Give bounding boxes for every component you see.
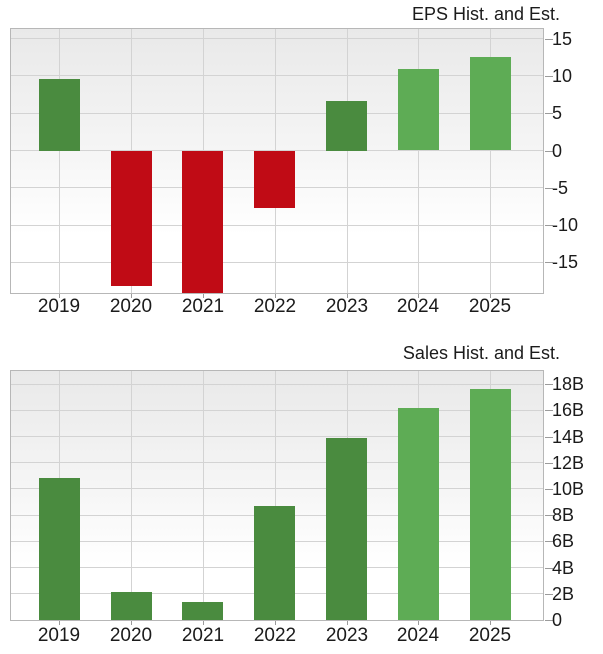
y-tick-mark — [545, 188, 553, 189]
x-axis-label: 2025 — [468, 625, 512, 646]
y-axis-label: 12B — [552, 453, 585, 473]
y-axis-label: 0 — [552, 610, 563, 630]
x-tick-mark — [490, 294, 491, 298]
grid-line-vertical — [418, 29, 419, 293]
x-axis-label: 2025 — [468, 296, 512, 317]
x-axis-label: 2021 — [181, 296, 225, 317]
grid-line-vertical — [490, 29, 491, 293]
bar-2020 — [111, 592, 152, 620]
grid-line-horizontal — [11, 462, 543, 463]
y-tick-mark — [545, 620, 553, 621]
y-tick-mark — [545, 262, 553, 263]
bar-2019 — [39, 478, 80, 620]
x-tick-mark — [203, 621, 204, 625]
bar-2023 — [326, 101, 367, 151]
x-tick-mark — [275, 621, 276, 625]
x-tick-mark — [203, 294, 204, 298]
y-tick-mark — [545, 384, 553, 385]
x-tick-mark — [490, 621, 491, 625]
y-axis-label: 4B — [552, 558, 575, 578]
grid-line-vertical — [203, 371, 204, 620]
bar-2023 — [326, 438, 367, 620]
y-tick-mark — [545, 410, 553, 411]
y-tick-mark — [545, 594, 553, 595]
y-tick-mark — [545, 568, 553, 569]
grid-line-vertical — [59, 29, 60, 293]
bar-2022 — [254, 151, 295, 208]
y-axis-label: 6B — [552, 531, 575, 551]
eps-chart-title: EPS Hist. and Est. — [411, 4, 560, 24]
y-axis-label: 10B — [552, 479, 585, 499]
y-tick-mark — [545, 113, 553, 114]
x-tick-mark — [59, 294, 60, 298]
sales-plot-area — [10, 370, 544, 621]
eps-plot-area — [10, 28, 544, 294]
grid-line-vertical — [275, 371, 276, 620]
y-tick-mark — [545, 225, 553, 226]
y-axis-label: 18B — [552, 374, 585, 394]
y-axis-label: 10 — [552, 66, 573, 86]
x-axis-label: 2020 — [109, 296, 153, 317]
grid-line-horizontal — [11, 225, 543, 226]
y-tick-mark — [545, 437, 553, 438]
x-axis-label: 2024 — [396, 296, 440, 317]
y-axis-label: 2B — [552, 584, 575, 604]
grid-line-horizontal — [11, 75, 543, 76]
y-axis-label: 15 — [552, 29, 573, 49]
grid-line-horizontal — [11, 262, 543, 263]
x-tick-mark — [275, 294, 276, 298]
grid-line-horizontal — [11, 488, 543, 489]
bar-2021 — [182, 602, 223, 620]
bar-2024 — [398, 69, 439, 150]
y-axis-label: 8B — [552, 505, 575, 525]
x-axis-label: 2019 — [37, 296, 81, 317]
x-axis-label: 2024 — [396, 625, 440, 646]
y-tick-mark — [545, 515, 553, 516]
y-axis-label: -15 — [552, 252, 579, 272]
bar-2021 — [182, 151, 223, 293]
y-axis-label: 16B — [552, 400, 585, 420]
x-tick-mark — [59, 621, 60, 625]
x-axis-label: 2021 — [181, 625, 225, 646]
grid-line-horizontal — [11, 113, 543, 114]
x-axis-label: 2023 — [325, 625, 369, 646]
bar-2025 — [470, 389, 511, 620]
y-axis-label: 14B — [552, 427, 585, 447]
x-tick-mark — [347, 294, 348, 298]
y-tick-mark — [545, 151, 553, 152]
x-tick-mark — [418, 621, 419, 625]
y-tick-mark — [545, 39, 553, 40]
x-axis-label: 2022 — [253, 296, 297, 317]
bar-2025 — [470, 57, 511, 150]
y-tick-mark — [545, 489, 553, 490]
y-axis-label: -10 — [552, 215, 579, 235]
grid-line-horizontal — [11, 38, 543, 39]
grid-line-horizontal — [11, 384, 543, 385]
y-tick-mark — [545, 541, 553, 542]
grid-line-vertical — [347, 29, 348, 293]
grid-line-horizontal — [11, 436, 543, 437]
x-axis-label: 2023 — [325, 296, 369, 317]
bar-2019 — [39, 79, 80, 151]
x-axis-label: 2020 — [109, 625, 153, 646]
bar-2024 — [398, 408, 439, 620]
grid-line-horizontal — [11, 410, 543, 411]
sales-chart-title: Sales Hist. and Est. — [402, 343, 560, 363]
grid-line-vertical — [131, 371, 132, 620]
x-tick-mark — [131, 621, 132, 625]
x-axis-label: 2019 — [37, 625, 81, 646]
y-axis-label: -5 — [552, 178, 569, 198]
bar-2022 — [254, 506, 295, 620]
y-tick-mark — [545, 463, 553, 464]
bar-2020 — [111, 151, 152, 286]
x-tick-mark — [347, 621, 348, 625]
x-tick-mark — [131, 294, 132, 298]
x-axis-label: 2022 — [253, 625, 297, 646]
grid-line-horizontal — [11, 150, 543, 151]
y-axis-label: 5 — [552, 103, 563, 123]
y-tick-mark — [545, 76, 553, 77]
y-axis-label: 0 — [552, 141, 563, 161]
x-tick-mark — [418, 294, 419, 298]
